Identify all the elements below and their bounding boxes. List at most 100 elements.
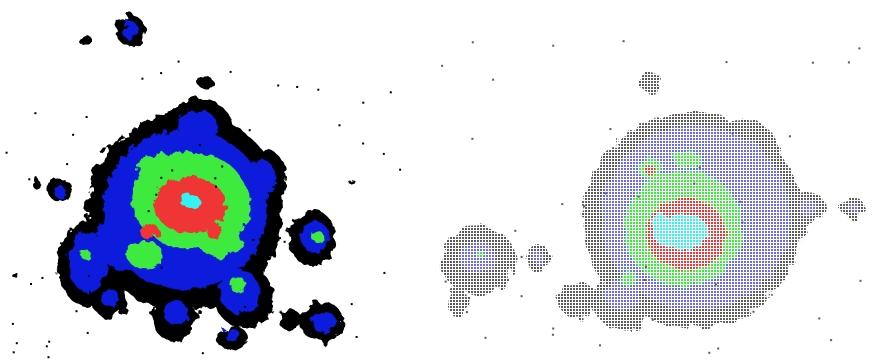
mid-blob <box>532 252 544 264</box>
speck <box>382 152 385 155</box>
mid-blob <box>460 242 496 274</box>
speck <box>362 142 365 145</box>
speck <box>252 239 255 242</box>
speck <box>48 340 51 343</box>
speck <box>444 280 447 283</box>
speck <box>599 344 601 347</box>
mid-blob <box>710 138 766 182</box>
green-blob <box>138 154 182 186</box>
speck <box>738 200 741 203</box>
red-blob <box>645 165 655 175</box>
speck <box>160 176 163 179</box>
speck <box>741 221 744 224</box>
speck <box>552 44 555 47</box>
speck <box>811 61 814 64</box>
speck <box>30 283 32 285</box>
mid-blob <box>54 186 66 198</box>
right-density-map-svg <box>440 40 865 354</box>
outer-blob <box>278 310 302 330</box>
green-blob <box>476 250 484 258</box>
speck <box>551 333 554 336</box>
green-blob <box>127 241 163 269</box>
mid-blob <box>248 160 276 196</box>
cyan-blob <box>652 216 672 228</box>
speck <box>66 163 69 166</box>
speck <box>520 255 523 258</box>
speck <box>399 168 402 171</box>
speck <box>120 150 123 152</box>
speck <box>362 101 365 104</box>
speck <box>651 318 654 321</box>
speck <box>383 271 386 274</box>
speck <box>858 47 861 50</box>
speck <box>262 254 265 257</box>
speck <box>214 177 217 180</box>
speck <box>583 205 586 208</box>
right-density-map <box>438 0 876 360</box>
mid-blob <box>122 21 138 39</box>
green-blob <box>81 250 91 260</box>
right-cyan-density-level <box>652 214 709 250</box>
speck <box>693 182 696 185</box>
speck <box>72 133 75 136</box>
mid-blob <box>312 311 336 333</box>
speck <box>847 61 850 64</box>
speck <box>34 112 37 115</box>
speck <box>355 336 358 338</box>
speck <box>561 203 564 206</box>
mid-blob <box>101 289 119 307</box>
speck <box>604 192 607 195</box>
speck <box>731 132 734 135</box>
speck <box>155 296 158 299</box>
speck <box>859 279 862 282</box>
outer-blob <box>32 179 42 189</box>
speck <box>215 185 217 188</box>
mid-blob <box>799 200 817 216</box>
speck <box>714 283 717 286</box>
left-cyan-density-level <box>180 194 200 208</box>
speck <box>75 310 78 313</box>
mid-blob <box>224 329 240 341</box>
speck <box>698 166 701 169</box>
speck <box>45 345 48 348</box>
speck <box>229 70 232 73</box>
mid-blob <box>163 300 187 324</box>
left-density-map-svg <box>5 14 402 359</box>
speck <box>91 191 94 194</box>
speck <box>323 335 326 338</box>
speck <box>643 279 646 281</box>
speck <box>244 305 247 308</box>
speck <box>725 61 728 64</box>
speck <box>389 91 392 94</box>
speck <box>254 266 257 269</box>
mid-blob <box>847 203 859 213</box>
mid-blob <box>178 110 218 146</box>
speck <box>147 210 150 213</box>
speck <box>484 336 487 339</box>
green-blob <box>312 231 324 243</box>
speck <box>171 169 174 172</box>
speck <box>141 77 144 80</box>
speck <box>514 229 517 232</box>
right-noise-specks <box>441 40 862 354</box>
speck <box>830 339 833 342</box>
speck <box>338 124 341 127</box>
speck <box>85 116 88 118</box>
speck <box>717 347 720 350</box>
outer-blob <box>638 72 662 92</box>
speck <box>15 342 18 345</box>
speck <box>11 322 14 325</box>
speck <box>109 152 112 155</box>
speck <box>201 352 204 355</box>
speck <box>155 193 158 196</box>
green-blob <box>230 277 246 293</box>
speck <box>317 88 320 91</box>
outer-blob <box>197 76 213 88</box>
outer-blob <box>349 179 355 185</box>
speck <box>471 41 474 44</box>
speck <box>198 144 201 147</box>
speck <box>520 295 523 298</box>
red-blob <box>162 182 182 198</box>
speck <box>28 178 31 181</box>
speck <box>492 78 495 81</box>
